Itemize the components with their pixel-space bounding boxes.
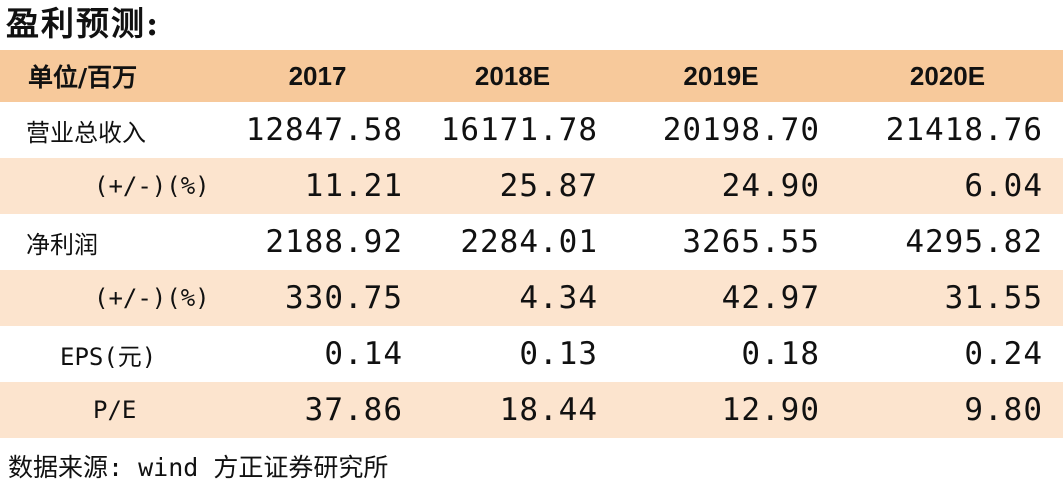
table-cell: 3265.55 [682, 224, 820, 260]
table-row-revenue-growth: (+/-)(%) 11.21 25.87 24.90 6.04 [0, 158, 1063, 214]
header-year-2019e: 2019E [610, 50, 832, 102]
source-note: 数据来源: wind 方正证券研究所 [8, 453, 389, 482]
table-cell: 37.86 [220, 382, 415, 438]
header-year-2018e: 2018E [415, 50, 610, 102]
table-cell: 0.13 [519, 336, 598, 372]
table-row-pe: P/E 37.86 18.44 12.90 9.80 [0, 382, 1063, 438]
table-cell: 24.90 [610, 158, 832, 214]
table-row-revenue: 营业总收入 12847.58 16171.78 20198.70 21418.7… [0, 102, 1063, 158]
header-year-2020e: 2020E [832, 50, 1063, 102]
table-row-net-profit-growth: (+/-)(%) 330.75 4.34 42.97 31.55 [0, 270, 1063, 326]
table-cell: 4.34 [415, 270, 610, 326]
table-cell: 12847.58 [245, 112, 403, 148]
table-row-net-profit: 净利润 2188.92 2284.01 3265.55 4295.82 [0, 214, 1063, 270]
page-title: 盈利预测: [6, 4, 161, 43]
table-cell: 2284.01 [460, 224, 598, 260]
table-row-eps: EPS(元) 0.14 0.13 0.18 0.24 [0, 326, 1063, 382]
table-cell: 11.21 [220, 158, 415, 214]
table-cell: 42.97 [610, 270, 832, 326]
row-label-net-profit-growth: (+/-)(%) [0, 270, 220, 326]
earnings-forecast-table: 单位/百万 2017 2018E 2019E 2020E 营业总收入 12847… [0, 50, 1063, 438]
table-cell: 9.80 [832, 382, 1063, 438]
row-label-revenue: 营业总收入 [26, 118, 146, 147]
row-label-net-profit: 净利润 [26, 230, 98, 259]
row-label-revenue-growth: (+/-)(%) [0, 158, 220, 214]
table-cell: 4295.82 [905, 224, 1043, 260]
table-cell: 0.24 [964, 336, 1043, 372]
table-cell: 6.04 [832, 158, 1063, 214]
table-cell: 31.55 [832, 270, 1063, 326]
table-cell: 20198.70 [662, 112, 820, 148]
header-unit: 单位/百万 [0, 50, 220, 102]
row-label-eps: EPS(元) [60, 342, 157, 371]
table-cell: 0.18 [741, 336, 820, 372]
table-header-row: 单位/百万 2017 2018E 2019E 2020E [0, 50, 1063, 102]
table-cell: 16171.78 [440, 112, 598, 148]
table-cell: 2188.92 [265, 224, 403, 260]
table-cell: 21418.76 [885, 112, 1043, 148]
table-cell: 18.44 [415, 382, 610, 438]
header-year-2017: 2017 [220, 50, 415, 102]
table-cell: 0.14 [324, 336, 403, 372]
row-label-pe: P/E [0, 382, 220, 438]
table-cell: 330.75 [220, 270, 415, 326]
table-cell: 25.87 [415, 158, 610, 214]
table-cell: 12.90 [610, 382, 832, 438]
